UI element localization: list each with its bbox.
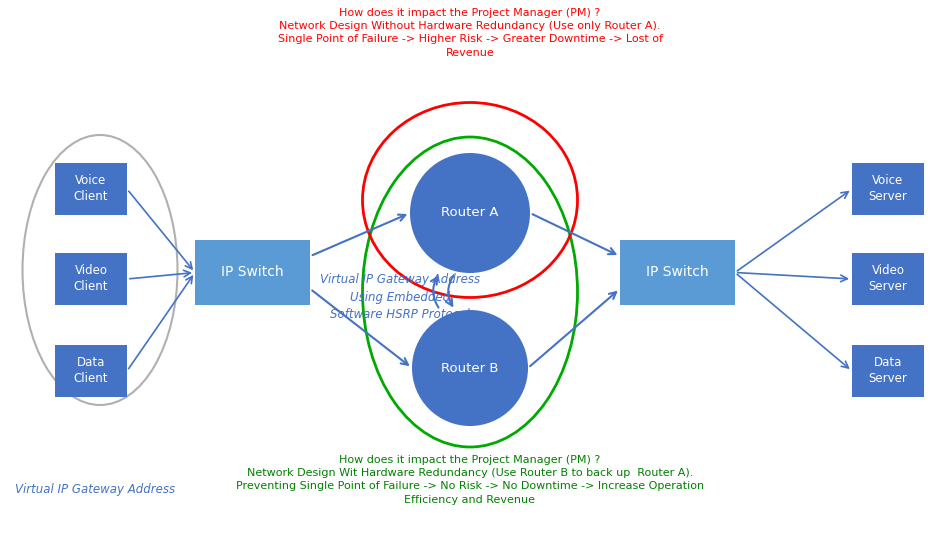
FancyBboxPatch shape (55, 163, 127, 215)
FancyBboxPatch shape (620, 240, 735, 305)
Circle shape (410, 153, 530, 273)
Text: Video
Client: Video Client (74, 264, 108, 294)
Text: Virtual IP Gateway Address
Using Embedded
Software HSRP Protocol: Virtual IP Gateway Address Using Embedde… (320, 272, 480, 322)
FancyBboxPatch shape (55, 345, 127, 397)
Text: How does it impact the Project Manager (PM) ?
Network Design Wit Hardware Redund: How does it impact the Project Manager (… (236, 455, 704, 504)
FancyBboxPatch shape (195, 240, 310, 305)
FancyBboxPatch shape (55, 253, 127, 305)
FancyBboxPatch shape (852, 163, 924, 215)
Text: IP Switch: IP Switch (647, 265, 709, 279)
Circle shape (412, 310, 528, 426)
Text: Virtual IP Gateway Address: Virtual IP Gateway Address (15, 483, 175, 496)
Text: How does it impact the Project Manager (PM) ?
Network Design Without Hardware Re: How does it impact the Project Manager (… (277, 8, 662, 57)
Text: Voice
Client: Voice Client (74, 175, 108, 204)
Text: Router B: Router B (441, 361, 499, 375)
Text: Voice
Server: Voice Server (869, 175, 908, 204)
FancyBboxPatch shape (852, 345, 924, 397)
Text: Data
Server: Data Server (869, 356, 908, 385)
Text: IP Switch: IP Switch (221, 265, 284, 279)
FancyBboxPatch shape (852, 253, 924, 305)
Text: Data
Client: Data Client (74, 356, 108, 385)
Text: Video
Server: Video Server (869, 264, 908, 294)
Text: Router A: Router A (441, 206, 499, 220)
